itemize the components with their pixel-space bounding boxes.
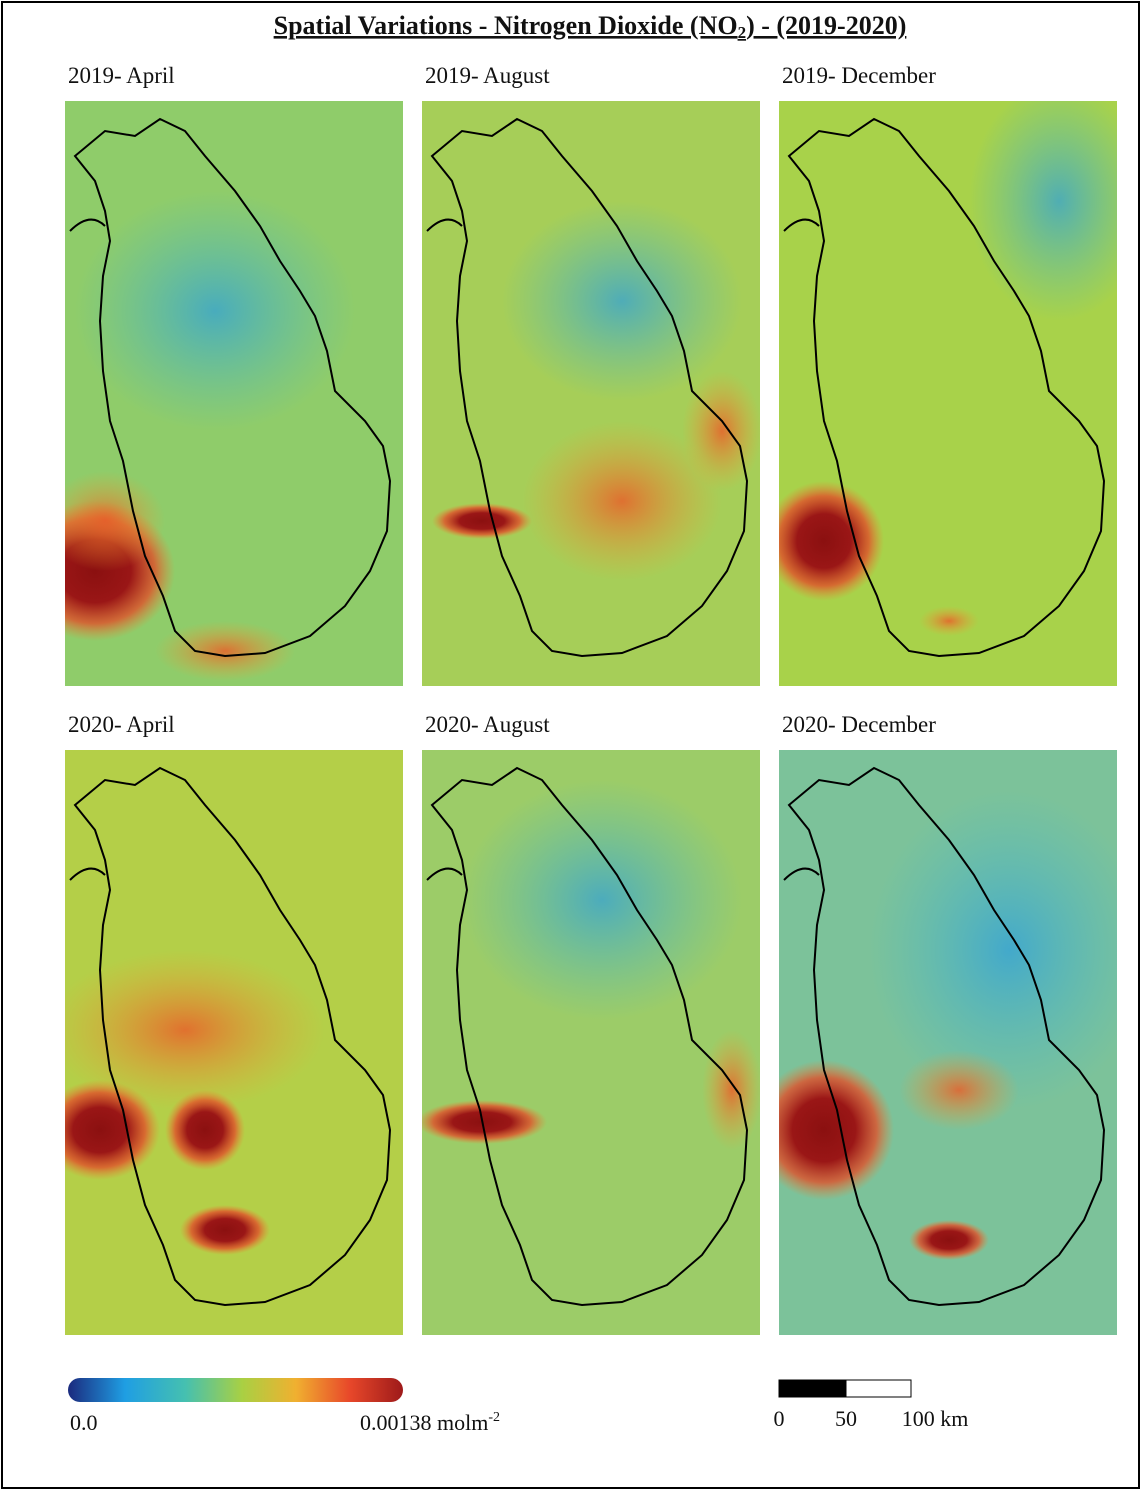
figure: Spatial Variations - Nitrogen Dioxide (N… <box>0 0 1141 1490</box>
map-panel <box>417 750 762 1335</box>
panels: 2019- April 2019- August 2019- December 202… <box>15 63 1141 1335</box>
map-hotspot <box>45 950 325 1110</box>
map-hotspot <box>180 1205 270 1255</box>
map-hotspot <box>462 780 742 1020</box>
panel-label: 2020- April <box>68 712 175 737</box>
colorbar-max-sup: -2 <box>488 1410 500 1425</box>
panel-label: 2020- December <box>782 712 936 737</box>
map-hotspot <box>155 621 295 681</box>
colorbar <box>68 1378 403 1402</box>
map-panel <box>754 750 1141 1335</box>
map-hotspot <box>432 503 532 539</box>
colorbar-min-label: 0.0 <box>70 1410 98 1435</box>
map-hotspot <box>45 471 165 571</box>
colorbar-max-text: 0.00138 molm <box>360 1410 488 1435</box>
map-hotspot <box>869 790 1141 1110</box>
map-hotspot <box>764 481 884 601</box>
map-hotspot <box>969 81 1141 321</box>
panel-label: 2019- April <box>68 63 175 88</box>
map-hotspot <box>702 1030 762 1150</box>
scale-label: 50 <box>835 1406 857 1431</box>
scale-label: 0 <box>774 1406 785 1431</box>
map-hotspot <box>522 421 722 581</box>
title-end: ) - (2019-2020) <box>746 11 906 40</box>
map-panel <box>422 101 762 686</box>
scale-bar-black <box>779 1380 846 1397</box>
map-panel <box>764 81 1141 686</box>
map-hotspot <box>899 1050 1019 1130</box>
map-hotspot <box>502 201 742 401</box>
map-panel <box>15 101 403 686</box>
title: Spatial Variations - Nitrogen Dioxide (N… <box>274 11 907 42</box>
map-panel <box>40 750 403 1335</box>
panel-label: 2019- December <box>782 63 936 88</box>
map-hotspot <box>909 1220 989 1260</box>
title-main: Spatial Variations - Nitrogen Dioxide (N… <box>274 11 738 40</box>
map-hotspot <box>754 1060 894 1200</box>
scale-label: 100 km <box>902 1406 969 1431</box>
panel-label: 2019- August <box>425 63 550 88</box>
colorbar-max-label: 0.00138 molm-2 <box>360 1410 500 1435</box>
scale-bar-white <box>846 1380 911 1397</box>
page: Spatial Variations - Nitrogen Dioxide (N… <box>0 0 1141 1495</box>
title-sub: 2 <box>738 23 747 42</box>
panel-label: 2020- August <box>425 712 550 737</box>
map-hotspot <box>919 606 979 636</box>
